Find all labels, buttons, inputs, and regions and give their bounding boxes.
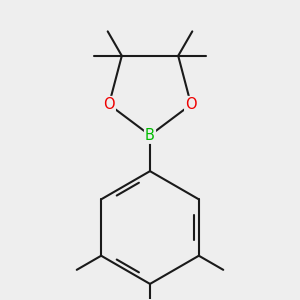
Text: O: O	[185, 97, 197, 112]
Text: O: O	[103, 97, 115, 112]
Text: B: B	[145, 128, 155, 143]
